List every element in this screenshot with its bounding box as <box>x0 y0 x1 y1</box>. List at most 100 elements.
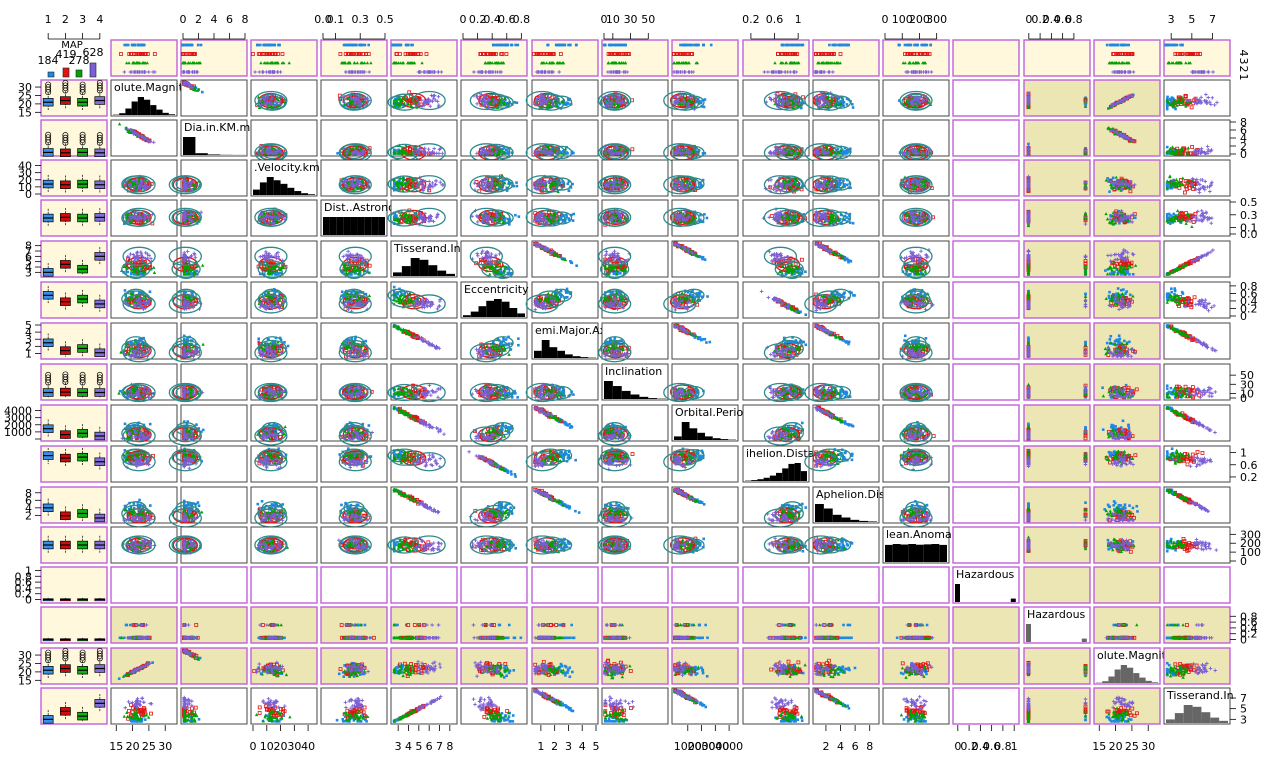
scatter-point <box>1166 104 1169 107</box>
scatter-point <box>700 102 703 105</box>
histogram-bar <box>274 180 281 195</box>
scatter-point <box>256 44 259 47</box>
scatter-point <box>197 44 200 47</box>
scatter-point <box>1127 44 1130 47</box>
scatter-point <box>692 44 695 47</box>
histogram-bar <box>195 153 207 155</box>
scatter-point <box>367 44 370 47</box>
scatter-point <box>781 44 784 47</box>
scatter-point <box>710 44 713 47</box>
scatter-point <box>407 44 410 47</box>
scatter-point <box>504 44 507 47</box>
histogram-bar <box>138 97 144 115</box>
histogram-bar <box>253 190 260 195</box>
histogram-bar <box>301 193 308 195</box>
scatter-point <box>517 44 520 47</box>
scatter-point <box>1114 44 1117 47</box>
panel-frame <box>41 160 107 196</box>
scatter-point <box>834 44 837 47</box>
scatter-point <box>852 106 855 109</box>
panel-frame <box>1024 40 1090 76</box>
scatter-point <box>273 44 276 47</box>
scatter-point <box>1169 98 1172 101</box>
panel-frame <box>1024 80 1090 116</box>
scatter-point <box>364 44 367 47</box>
diagonal-variable-label: Dia.in.KM.m <box>184 121 250 134</box>
scatter-point <box>496 44 499 47</box>
histogram-bar <box>308 194 315 195</box>
histogram-bar <box>267 177 274 195</box>
scatter-point <box>269 44 272 47</box>
scatter-point <box>277 44 280 47</box>
scatter-point <box>355 44 358 47</box>
histogram-bar <box>144 100 150 115</box>
scatter-point <box>547 44 550 47</box>
scatter-point <box>1027 143 1030 146</box>
panel-frame <box>953 120 1019 156</box>
scatter-point <box>511 44 514 47</box>
scatter-point <box>395 44 398 47</box>
scatter-point <box>610 44 613 47</box>
histogram-bar <box>156 110 162 115</box>
scatter-point <box>182 44 185 47</box>
scatter-point <box>345 44 348 47</box>
panel-frame <box>953 40 1019 76</box>
scatter-point <box>558 44 561 47</box>
histogram-bar <box>287 188 294 195</box>
scatter-point <box>336 152 339 155</box>
histogram-bar <box>281 184 288 195</box>
scatter-point <box>851 103 854 106</box>
panel-frame <box>1024 120 1090 156</box>
scatter-point <box>793 44 796 47</box>
diagonal-variable-label: olute.Magnit <box>114 81 184 94</box>
histogram-bar <box>169 114 175 115</box>
scatter-point <box>1121 44 1124 47</box>
scatter-point <box>142 44 145 47</box>
scatter-point <box>567 44 570 47</box>
scatter-point <box>411 44 414 47</box>
scatter-point <box>502 44 505 47</box>
panel-frame <box>953 80 1019 116</box>
scatter-point <box>845 149 848 152</box>
histogram-bar <box>260 182 267 195</box>
scatter-point <box>828 44 831 47</box>
diagonal-variable-label: .Velocity.km <box>254 161 320 174</box>
scatter-point <box>264 44 267 47</box>
scatter-point <box>188 44 191 47</box>
scatter-point <box>392 44 395 47</box>
scatter-point <box>575 44 578 47</box>
scatter-point <box>1179 44 1182 47</box>
scatter-point <box>682 44 685 47</box>
scatter-point <box>1166 96 1169 99</box>
scatter-point <box>684 44 687 47</box>
scatter-point <box>134 44 137 47</box>
histogram-bar <box>208 154 220 155</box>
scatter-point <box>624 44 627 47</box>
histogram-bar <box>150 105 156 115</box>
scatter-point <box>1106 44 1109 47</box>
scatter-point <box>259 44 262 47</box>
panel-frame <box>251 120 317 156</box>
scatter-point <box>125 44 128 47</box>
scatter-point <box>137 44 140 47</box>
scatter-point <box>140 44 143 47</box>
scatter-point <box>847 44 850 47</box>
scatter-point <box>566 102 569 105</box>
scatter-point <box>1168 44 1171 47</box>
histogram-bar <box>183 137 195 155</box>
scatter-point <box>604 44 607 47</box>
scatter-point <box>837 148 840 151</box>
scatter-point <box>1166 146 1169 149</box>
scatter-point <box>267 44 270 47</box>
scatter-point <box>929 44 932 47</box>
scatter-point <box>358 44 361 47</box>
scatter-point <box>1116 44 1119 47</box>
scatter-point <box>913 44 916 47</box>
scatter-point <box>555 44 558 47</box>
histogram-bar <box>125 109 131 115</box>
scatter-point <box>906 44 909 47</box>
scatter-point <box>843 44 846 47</box>
scatter-point <box>614 44 617 47</box>
histogram-bar <box>163 113 169 115</box>
